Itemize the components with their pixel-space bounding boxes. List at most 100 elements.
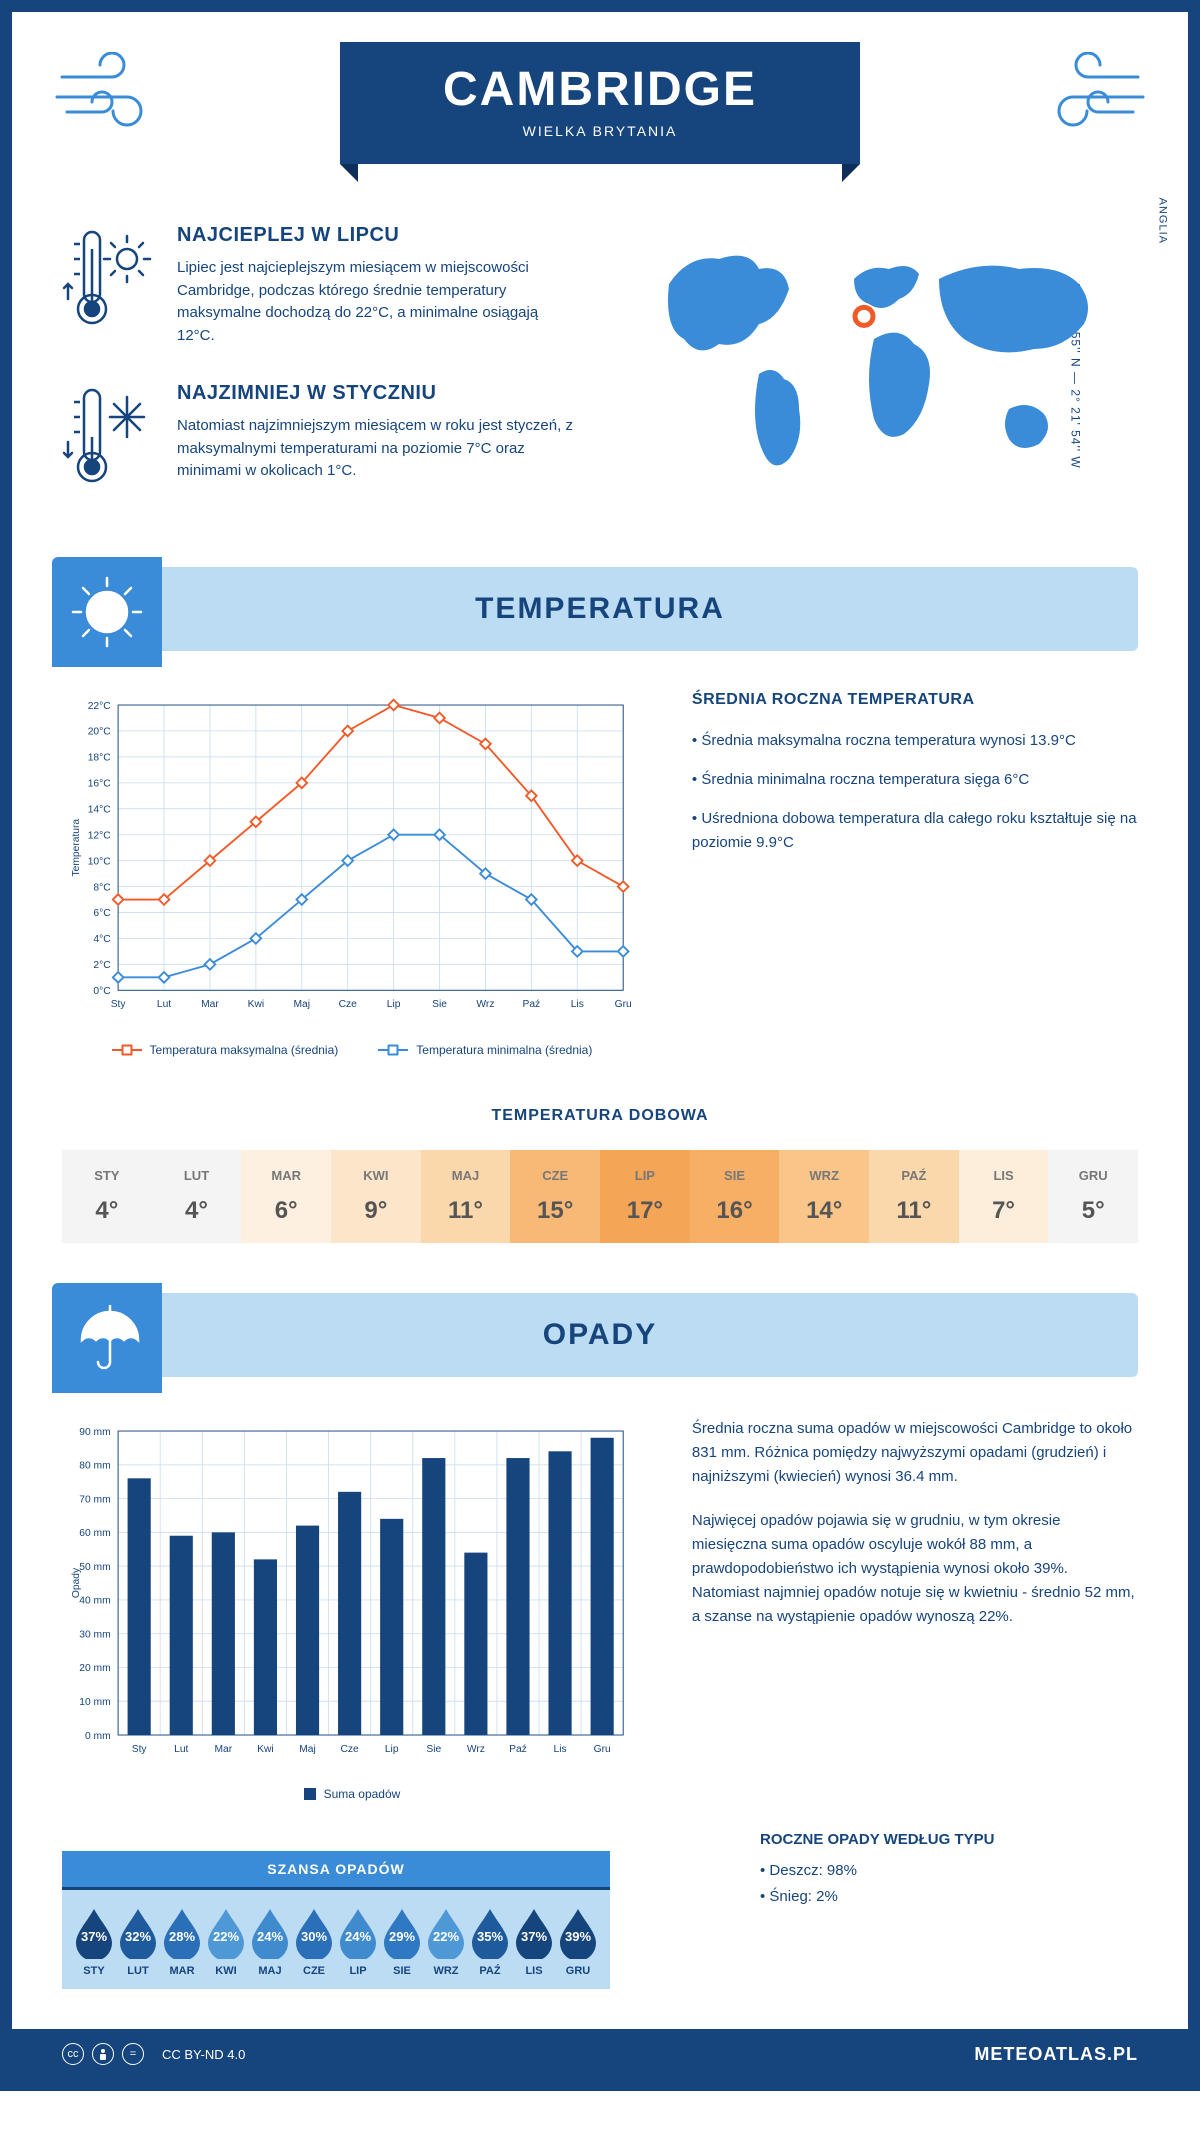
svg-text:Lut: Lut xyxy=(174,1744,188,1755)
chance-cell: 37%STY xyxy=(72,1905,116,1977)
chance-cell: 30%CZE xyxy=(292,1905,336,1977)
svg-text:0°C: 0°C xyxy=(93,986,111,997)
svg-text:20 mm: 20 mm xyxy=(79,1663,110,1674)
precipitation-summary: Średnia roczna suma opadów w miejscowośc… xyxy=(692,1417,1138,1801)
chance-cell: 29%SIE xyxy=(380,1905,424,1977)
svg-text:Sty: Sty xyxy=(111,999,127,1010)
svg-text:30 mm: 30 mm xyxy=(79,1629,110,1640)
svg-text:Wrz: Wrz xyxy=(467,1744,485,1755)
temp-bullet: • Średnia minimalna roczna temperatura s… xyxy=(692,768,1138,792)
warmest-text: Lipiec jest najcieplejszym miesiącem w m… xyxy=(177,257,580,347)
world-map-panel: ANGLIA 51° 43' 55'' N — 2° 21' 54'' W xyxy=(620,224,1138,527)
daily-temp-cell: STY4° xyxy=(62,1150,152,1243)
svg-text:Temperatura: Temperatura xyxy=(71,819,82,877)
svg-text:Lut: Lut xyxy=(157,999,171,1010)
temperature-body: 0°C2°C4°C6°C8°C10°C12°C14°C16°C18°C20°C2… xyxy=(12,651,1188,1087)
svg-text:Mar: Mar xyxy=(215,1744,233,1755)
svg-text:Lis: Lis xyxy=(571,999,584,1010)
svg-text:60 mm: 60 mm xyxy=(79,1528,110,1539)
svg-text:Maj: Maj xyxy=(299,1744,316,1755)
chance-cell: 22%WRZ xyxy=(424,1905,468,1977)
city-name: CAMBRIDGE xyxy=(420,62,780,117)
daily-temp-cell: GRU5° xyxy=(1048,1150,1138,1243)
svg-text:Paź: Paź xyxy=(523,999,541,1010)
chance-cell: 32%LUT xyxy=(116,1905,160,1977)
daily-temp-cell: MAJ11° xyxy=(421,1150,511,1243)
title-banner: CAMBRIDGE WIELKA BRYTANIA xyxy=(340,42,860,164)
svg-text:Kwi: Kwi xyxy=(248,999,265,1010)
temp-chart-legend: Temperatura maksymalna (średnia) Tempera… xyxy=(62,1043,642,1057)
svg-text:Gru: Gru xyxy=(594,1744,611,1755)
section-title: OPADY xyxy=(543,1318,657,1351)
svg-text:Kwi: Kwi xyxy=(257,1744,274,1755)
warmest-title: NAJCIEPLEJ W LIPCU xyxy=(177,224,580,247)
wind-icon xyxy=(52,52,162,132)
svg-text:Mar: Mar xyxy=(201,999,219,1010)
svg-text:8°C: 8°C xyxy=(93,882,111,893)
svg-text:Cze: Cze xyxy=(340,1744,359,1755)
chance-cell: 24%MAJ xyxy=(248,1905,292,1977)
temp-summary-title: ŚREDNIA ROCZNA TEMPERATURA xyxy=(692,691,1138,709)
svg-text:Lip: Lip xyxy=(385,1744,399,1755)
region-label: ANGLIA xyxy=(1156,198,1168,244)
precipitation-type-panel: ROCZNE OPADY WEDŁUG TYPU • Deszcz: 98% •… xyxy=(710,1831,1188,1989)
svg-text:2°C: 2°C xyxy=(93,960,111,971)
daily-temperature-table: TEMPERATURA DOBOWA STY4°LUT4°MAR6°KWI9°M… xyxy=(12,1087,1188,1293)
coldest-title: NAJZIMNIEJ W STYCZNIU xyxy=(177,382,580,405)
chance-cell: 37%LIS xyxy=(512,1905,556,1977)
by-icon xyxy=(92,2043,114,2065)
precipitation-bar-chart: 0 mm10 mm20 mm30 mm40 mm50 mm60 mm70 mm8… xyxy=(62,1417,642,1801)
page-frame: CAMBRIDGE WIELKA BRYTANIA NAJCIEPLEJ W L… xyxy=(0,0,1200,2091)
daily-temp-cell: CZE15° xyxy=(510,1150,600,1243)
svg-text:Maj: Maj xyxy=(294,999,311,1010)
svg-text:40 mm: 40 mm xyxy=(79,1595,110,1606)
svg-text:70 mm: 70 mm xyxy=(79,1494,110,1505)
chance-cell: 22%KWI xyxy=(204,1905,248,1977)
precip-type-title: ROCZNE OPADY WEDŁUG TYPU xyxy=(760,1831,1138,1848)
precip-type-line: • Deszcz: 98% xyxy=(760,1858,1138,1884)
daily-temp-cell: LUT4° xyxy=(152,1150,242,1243)
license-block: cc = CC BY-ND 4.0 xyxy=(62,2043,245,2065)
legend-precip: Suma opadów xyxy=(324,1787,401,1801)
precip-chart-legend: Suma opadów xyxy=(62,1787,642,1801)
temperature-summary: ŚREDNIA ROCZNA TEMPERATURA • Średnia mak… xyxy=(692,691,1138,1057)
svg-text:12°C: 12°C xyxy=(88,830,112,841)
svg-text:Sie: Sie xyxy=(426,1744,441,1755)
precipitation-chance-panel: SZANSA OPADÓW 37%STY32%LUT28%MAR22%KWI24… xyxy=(62,1851,610,1989)
svg-text:80 mm: 80 mm xyxy=(79,1460,110,1471)
daily-temp-cell: SIE16° xyxy=(690,1150,780,1243)
daily-temp-cell: KWI9° xyxy=(331,1150,421,1243)
warmest-fact: NAJCIEPLEJ W LIPCU Lipiec jest najcieple… xyxy=(62,224,580,347)
country-name: WIELKA BRYTANIA xyxy=(420,123,780,139)
world-map xyxy=(620,224,1138,504)
svg-text:16°C: 16°C xyxy=(88,779,112,790)
wind-icon xyxy=(1038,52,1148,132)
svg-text:Opady: Opady xyxy=(71,1567,82,1598)
umbrella-icon xyxy=(52,1283,162,1393)
site-name: METEOATLAS.PL xyxy=(974,2044,1138,2065)
temp-bullet: • Uśredniona dobowa temperatura dla całe… xyxy=(692,807,1138,855)
thermometer-snow-icon xyxy=(62,382,152,492)
license-text: CC BY-ND 4.0 xyxy=(162,2047,245,2062)
svg-text:14°C: 14°C xyxy=(88,805,112,816)
coldest-fact: NAJZIMNIEJ W STYCZNIU Natomiast najzimni… xyxy=(62,382,580,492)
svg-text:18°C: 18°C xyxy=(88,753,112,764)
svg-text:90 mm: 90 mm xyxy=(79,1426,110,1437)
svg-text:6°C: 6°C xyxy=(93,908,111,919)
svg-text:Paź: Paź xyxy=(509,1744,527,1755)
precip-type-line: • Śnieg: 2% xyxy=(760,1884,1138,1910)
svg-text:Lip: Lip xyxy=(387,999,401,1010)
temp-bullet: • Średnia maksymalna roczna temperatura … xyxy=(692,729,1138,753)
chance-cell: 35%PAŹ xyxy=(468,1905,512,1977)
svg-text:22°C: 22°C xyxy=(88,701,112,712)
svg-text:Lis: Lis xyxy=(553,1744,566,1755)
section-title: TEMPERATURA xyxy=(475,592,725,625)
daily-temp-cell: LIP17° xyxy=(600,1150,690,1243)
precip-para: Średnia roczna suma opadów w miejscowośc… xyxy=(692,1417,1138,1489)
svg-text:Gru: Gru xyxy=(615,999,632,1010)
svg-text:4°C: 4°C xyxy=(93,934,111,945)
svg-text:10°C: 10°C xyxy=(88,856,112,867)
svg-text:Cze: Cze xyxy=(339,999,358,1010)
intro-row: NAJCIEPLEJ W LIPCU Lipiec jest najcieple… xyxy=(12,204,1188,567)
chance-title: SZANSA OPADÓW xyxy=(62,1851,610,1890)
